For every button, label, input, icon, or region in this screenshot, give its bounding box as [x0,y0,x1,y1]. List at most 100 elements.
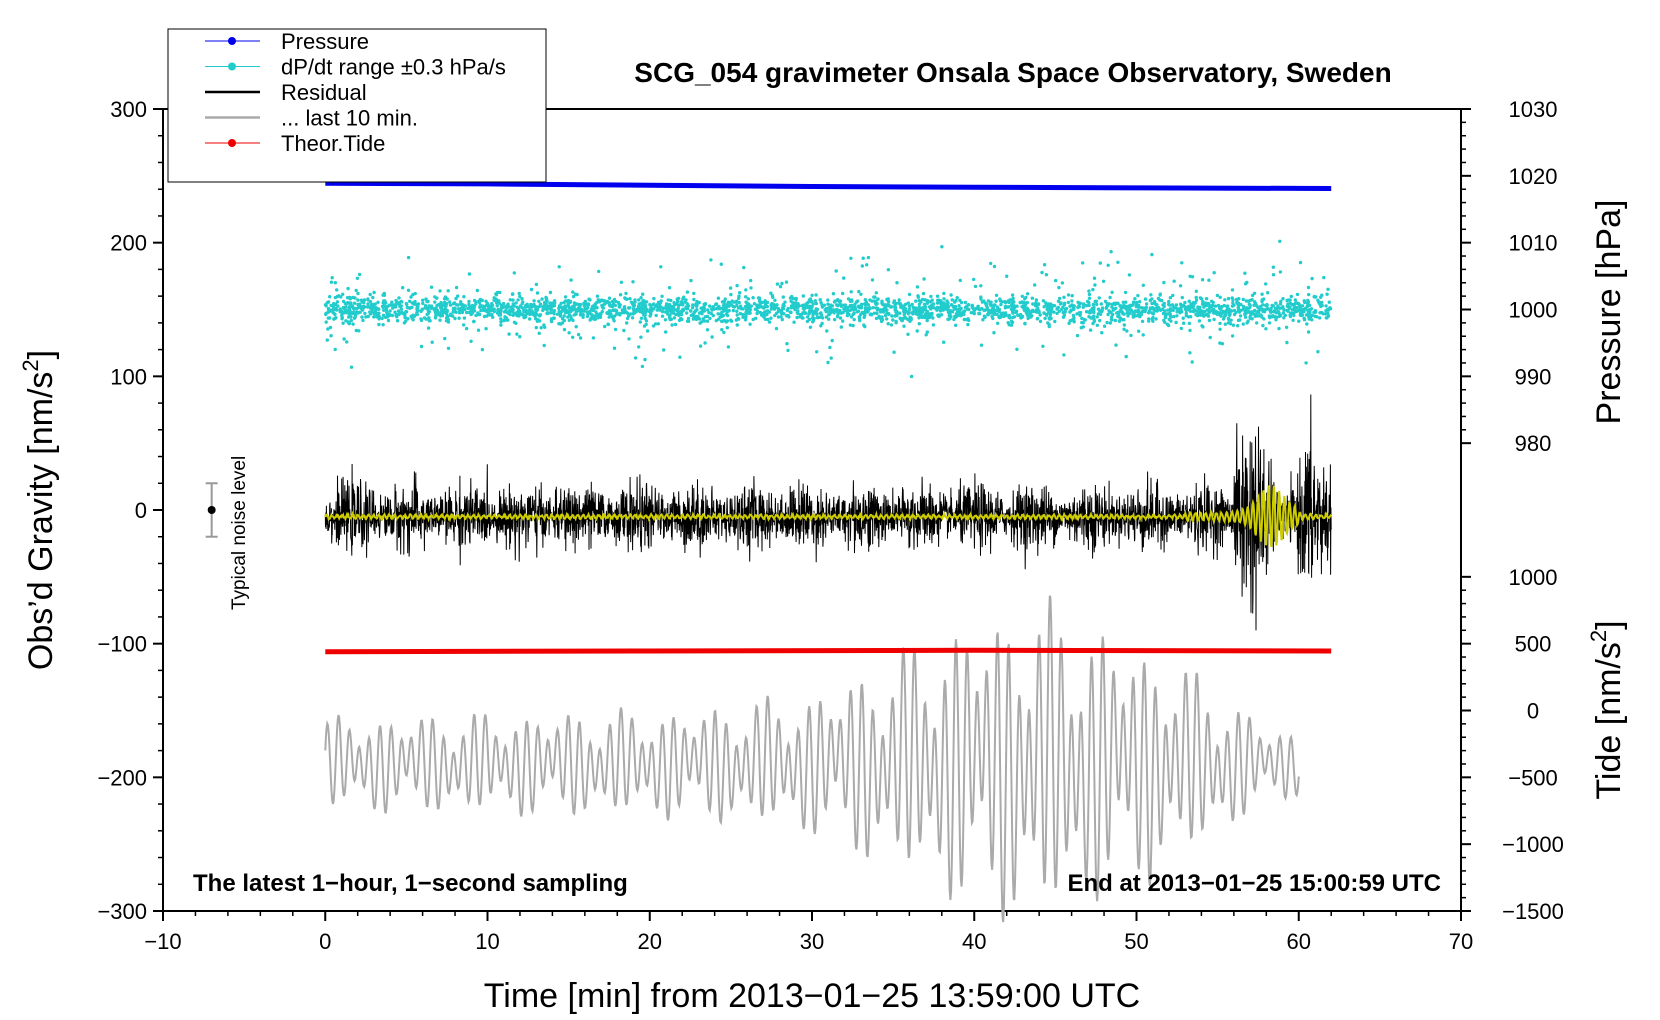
dpdt-point [643,357,647,362]
dpdt-point [825,306,829,311]
dpdt-point [495,304,499,308]
dpdt-point [464,326,469,331]
dpdt-point [861,256,865,260]
dpdt-point [966,322,970,327]
dpdt-point [935,308,939,312]
dpdt-point [1253,300,1257,304]
dpdt-point [1105,320,1109,325]
dpdt-point [1020,294,1024,298]
dpdt-point [1223,298,1227,302]
dpdt-point [1322,275,1326,280]
dpdt-point [448,303,453,307]
dpdt-point [1207,318,1212,323]
dpdt-point [606,322,611,327]
dpdt-point [333,281,337,285]
dpdt-point [665,309,669,314]
dpdt-point [925,330,929,334]
legend-label: Pressure [281,29,369,54]
dpdt-point [1243,282,1248,286]
dpdt-point [1045,305,1050,310]
dpdt-point [537,331,541,335]
dpdt-point [919,300,923,304]
dpdt-point [534,317,538,321]
y-tick-label: −200 [97,765,147,790]
dpdt-point [402,321,407,325]
dpdt-point [915,329,919,333]
dpdt-point [335,288,339,292]
dpdt-point [333,295,338,300]
dpdt-point [939,313,944,317]
dpdt-point [537,314,542,318]
dpdt-point [1144,302,1149,306]
dpdt-point [385,311,389,315]
dpdt-point [538,304,542,308]
dpdt-point [1229,318,1233,322]
x-axis-ticks: −10 0 10 20 30 40 50 60 70 [144,911,1473,954]
dpdt-point [552,316,556,320]
dpdt-point [972,277,976,282]
dpdt-point [1262,317,1266,321]
dpdt-point [830,338,834,343]
dpdt-point [749,286,753,290]
dpdt-point [953,300,957,304]
dpdt-point [1027,308,1031,313]
dpdt-point [1324,312,1328,316]
dpdt-point [1175,314,1179,318]
dpdt-point [1121,305,1126,310]
dpdt-point [419,317,423,321]
dpdt-point [942,340,946,344]
dpdt-point [945,299,949,303]
dpdt-point [590,313,595,318]
dpdt-point [931,316,935,320]
dpdt-point [1090,306,1095,311]
dpdt-point [446,346,451,350]
y-axis-left-label-end: ] [22,350,60,359]
dpdt-point [974,306,979,310]
dpdt-point [1092,314,1096,318]
dpdt-point [1116,260,1120,264]
tide-tick-label: −1000 [1502,832,1564,857]
dpdt-point [892,300,896,305]
dpdt-point [342,337,346,341]
dpdt-point [1110,290,1114,294]
dpdt-point [1297,308,1301,312]
dpdt-point [732,300,736,304]
dpdt-point [1243,308,1247,312]
dpdt-point [1110,305,1114,309]
dpdt-point [1307,292,1311,297]
dpdt-point [885,317,889,321]
dpdt-point [569,278,573,282]
dpdt-point [1061,310,1065,315]
dpdt-point [639,296,643,300]
dpdt-point [511,313,515,317]
dpdt-point [1215,293,1220,298]
dpdt-point [1021,306,1026,310]
dpdt-point [345,296,350,300]
dpdt-point [825,329,829,333]
dpdt-point [1095,323,1100,327]
dpdt-point [1003,306,1007,310]
dpdt-point [744,313,748,317]
dpdt-point [1084,303,1089,308]
dpdt-point [916,309,920,313]
dpdt-point [726,345,731,349]
dpdt-point [1271,265,1276,269]
dpdt-point [1117,319,1122,323]
dpdt-point [1150,306,1155,310]
dpdt-point [748,308,752,312]
dpdt-point [326,327,330,331]
dpdt-point [528,309,533,313]
dpdt-point [485,314,489,318]
dpdt-point [799,312,804,317]
dpdt-point [665,306,669,311]
dpdt-point [691,303,695,307]
dpdt-point [607,296,612,300]
dpdt-point [1218,327,1222,331]
dpdt-point [872,295,876,299]
dpdt-point [571,318,575,323]
dpdt-point [1070,299,1074,303]
dpdt-point [941,308,945,312]
dpdt-point [674,312,678,317]
dpdt-point [1030,309,1035,314]
dpdt-point [868,298,872,302]
